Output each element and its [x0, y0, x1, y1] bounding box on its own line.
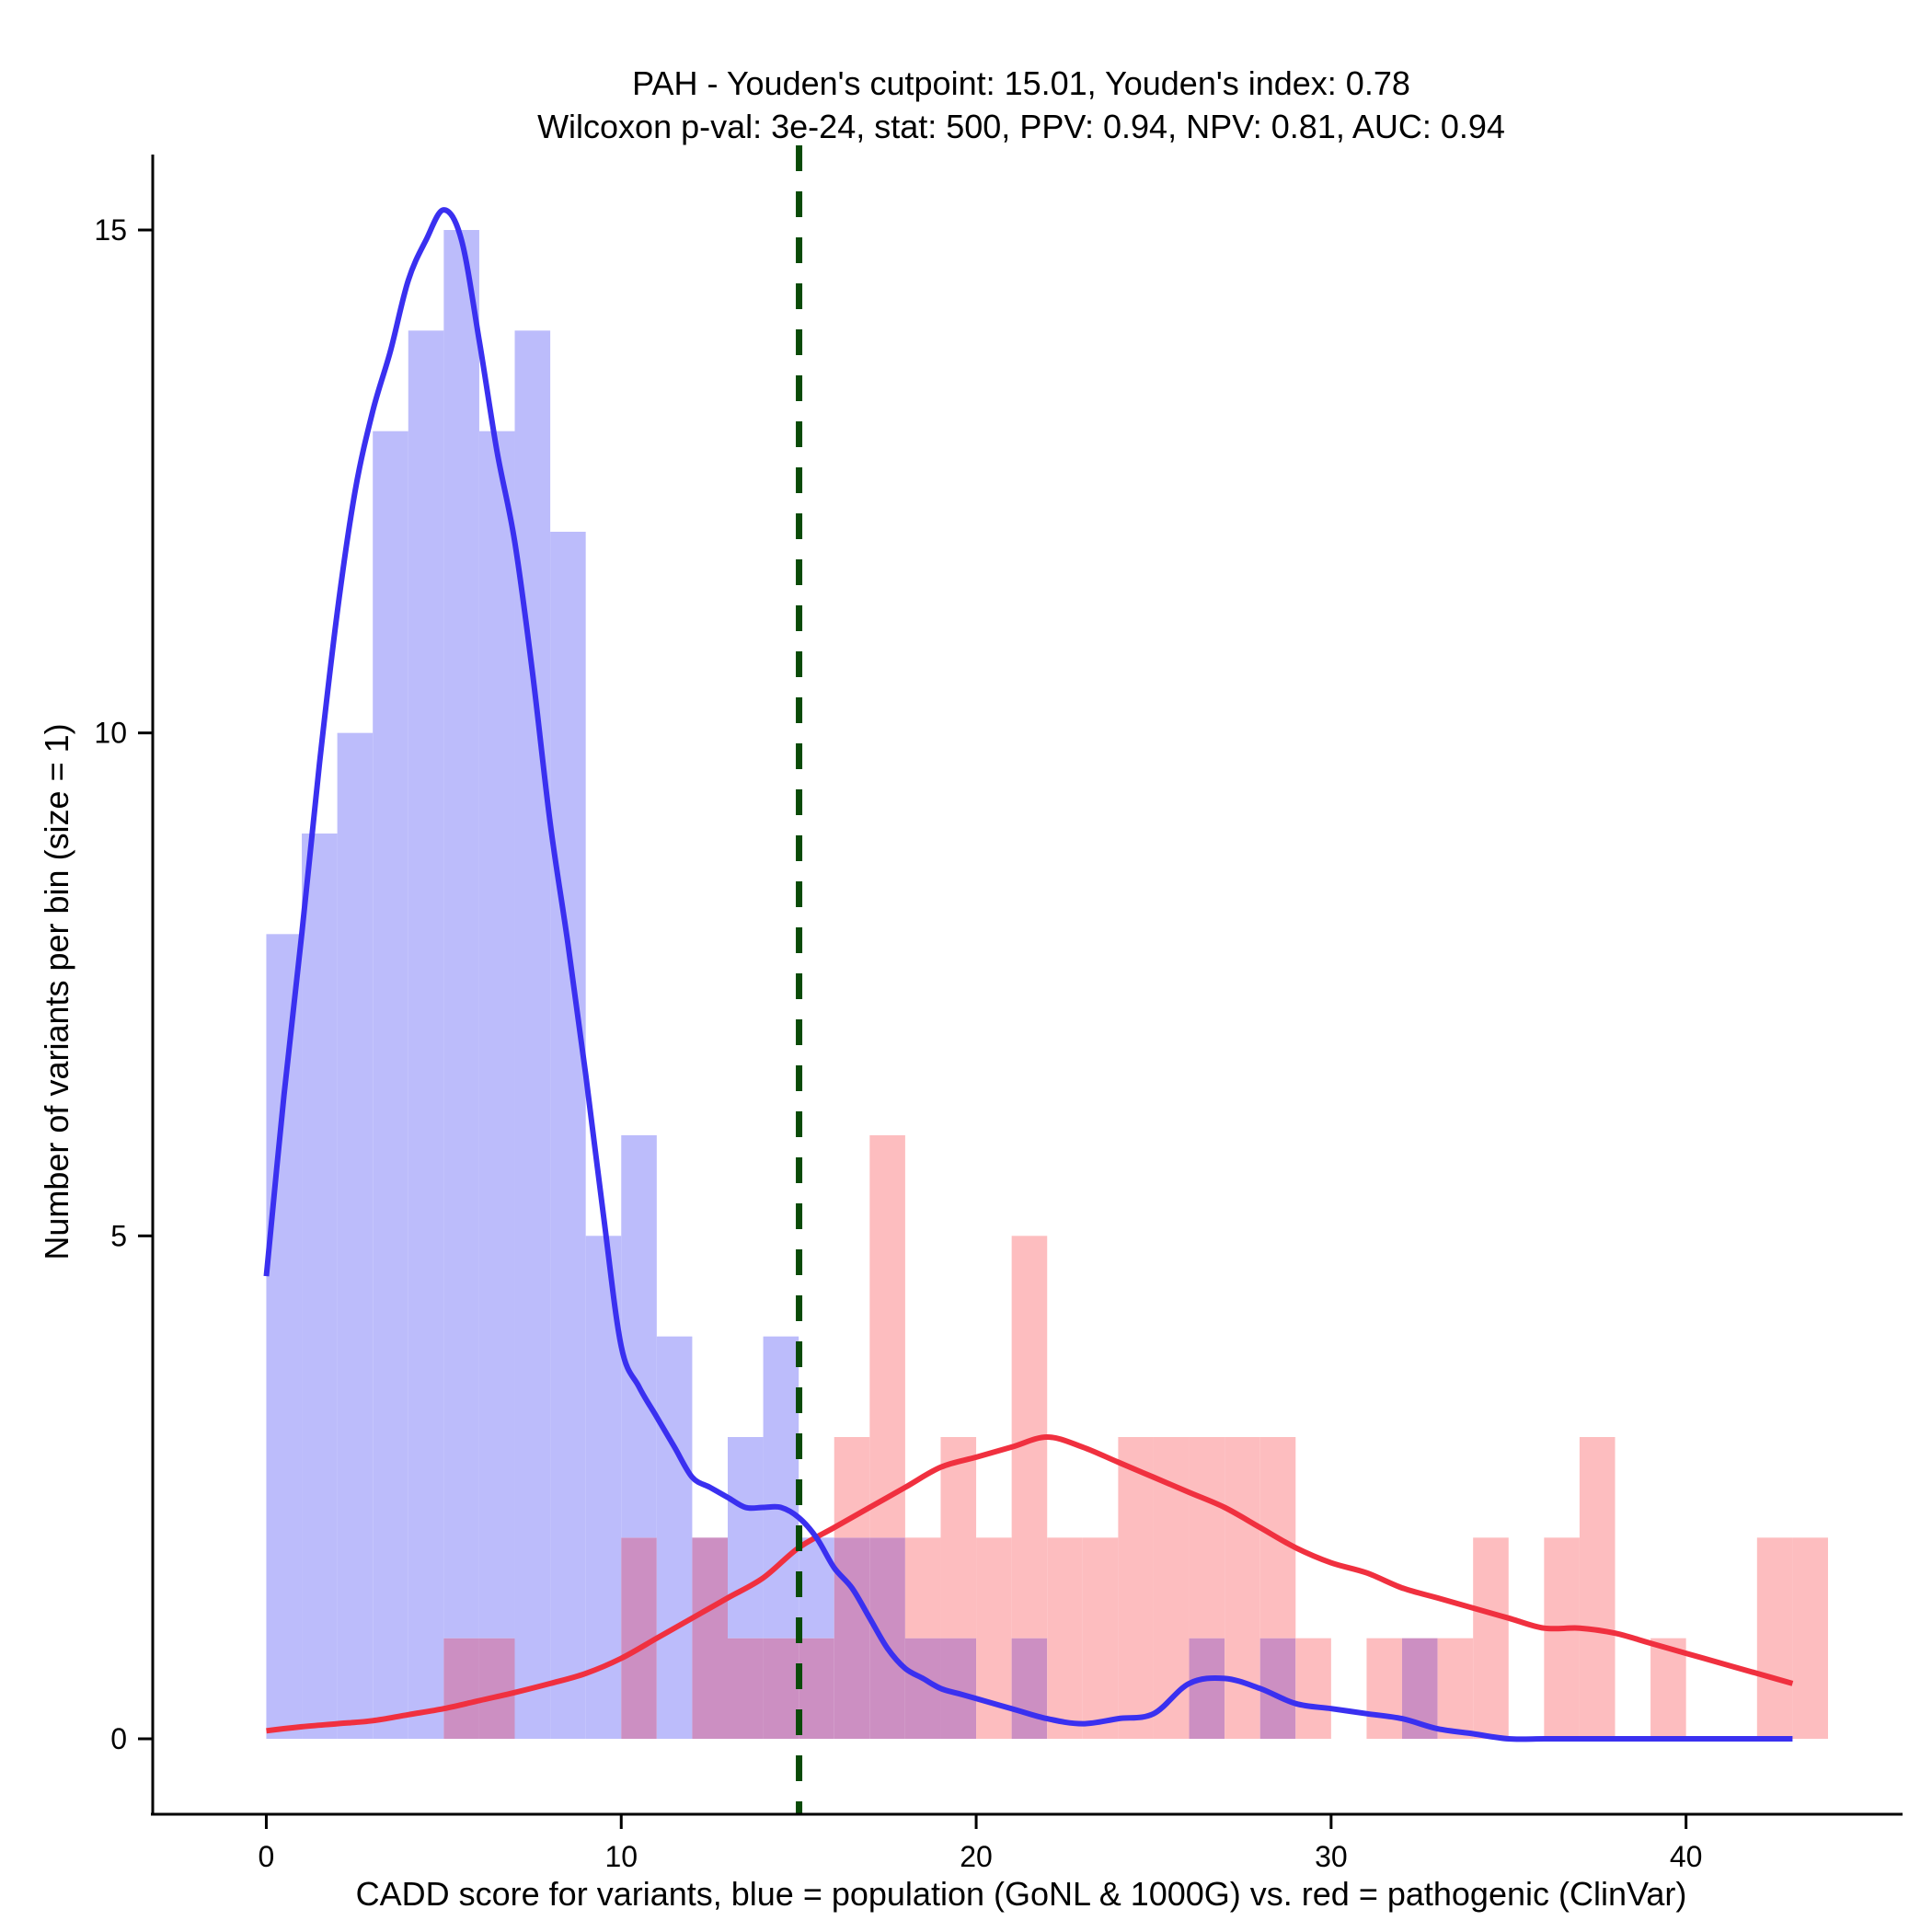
pathogenic-bar-31 — [1366, 1638, 1403, 1739]
overlap-bar-26 — [1189, 1638, 1225, 1739]
x-tick-label-10: 10 — [604, 1840, 638, 1873]
overlap-bar-16 — [834, 1537, 870, 1739]
pathogenic-density-curve — [266, 1434, 1794, 1734]
y-tick-label-15: 15 — [94, 213, 127, 247]
population-bar-6 — [478, 431, 515, 1639]
population-bar-5 — [443, 230, 479, 1639]
y-tick-label-0: 0 — [110, 1722, 127, 1755]
pathogenic-bar-16 — [834, 1437, 870, 1538]
overlap-bar-21 — [1011, 1638, 1048, 1739]
population-bar-14 — [763, 1336, 799, 1639]
population-bar-8 — [550, 532, 586, 1739]
population-bar-11 — [656, 1336, 693, 1739]
chart-title: PAH - Youden's cutpoint: 15.01, Youden's… — [632, 64, 1410, 102]
population-bar-13 — [727, 1437, 764, 1639]
pathogenic-bar-34 — [1473, 1537, 1509, 1739]
pathogenic-bar-29 — [1295, 1638, 1331, 1739]
pathogenic-bar-26 — [1189, 1437, 1225, 1639]
pathogenic-bar-42 — [1756, 1537, 1793, 1739]
chart-subtitle: Wilcoxon p-val: 3e-24, stat: 500, PPV: 0… — [537, 108, 1505, 145]
bars-layer — [266, 230, 1828, 1740]
x-tick-label-20: 20 — [960, 1840, 993, 1873]
ticks-layer: 0 10 20 30 40 0 5 10 15 — [94, 213, 1702, 1873]
pathogenic-bar-22 — [1047, 1537, 1083, 1739]
population-bar-10 — [621, 1135, 657, 1538]
x-tick-label-0: 0 — [259, 1840, 275, 1873]
pathogenic-bar-39 — [1650, 1638, 1686, 1739]
overlap-bar-15 — [799, 1638, 834, 1739]
pathogenic-bar-43 — [1792, 1537, 1828, 1739]
pathogenic-bar-37 — [1579, 1437, 1616, 1739]
population-bar-1 — [302, 834, 338, 1739]
pathogenic-bar-24 — [1118, 1437, 1154, 1739]
pathogenic-bar-27 — [1225, 1437, 1260, 1739]
population-bar-0 — [266, 934, 303, 1739]
overlap-bar-6 — [478, 1638, 515, 1739]
population-bar-2 — [337, 732, 374, 1739]
population-bar-3 — [373, 431, 408, 1740]
pathogenic-bar-18 — [904, 1537, 941, 1639]
y-tick-label-10: 10 — [94, 717, 127, 750]
overlap-bar-12 — [692, 1537, 728, 1739]
density-curves-layer — [263, 207, 1794, 1742]
population-bar-15 — [799, 1537, 834, 1639]
pathogenic-bar-23 — [1082, 1537, 1119, 1739]
overlap-bar-14 — [763, 1638, 799, 1739]
population-bar-7 — [514, 330, 551, 1739]
overlap-bar-10 — [621, 1537, 657, 1739]
x-axis-label: CADD score for variants, blue = populati… — [356, 1875, 1687, 1913]
overlap-bar-13 — [727, 1638, 764, 1739]
y-axis-label: Number of variants per bin (size = 1) — [38, 723, 75, 1259]
pathogenic-bar-19 — [940, 1437, 977, 1639]
y-tick-label-5: 5 — [110, 1219, 127, 1252]
overlap-bar-5 — [443, 1638, 479, 1739]
overlap-bar-17 — [869, 1537, 905, 1739]
population-bar-4 — [408, 330, 444, 1739]
population-density-curve — [263, 207, 1793, 1742]
pathogenic-bar-36 — [1544, 1537, 1580, 1739]
pathogenic-bar-17 — [869, 1135, 905, 1538]
x-tick-label-40: 40 — [1670, 1840, 1703, 1873]
pathogenic-bar-33 — [1437, 1638, 1474, 1739]
x-tick-label-30: 30 — [1315, 1840, 1348, 1873]
